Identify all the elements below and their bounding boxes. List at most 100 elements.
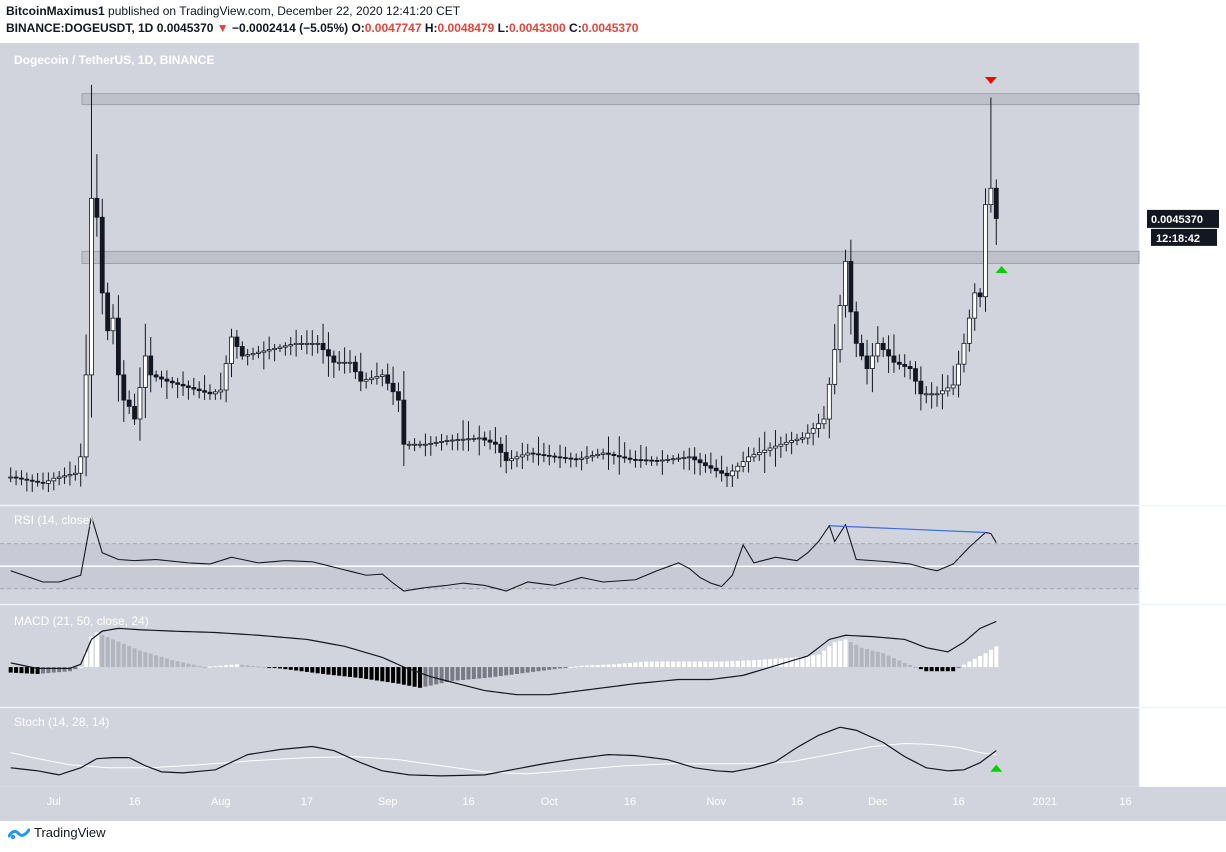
rsi-line [10, 516, 997, 592]
candle-body [896, 361, 902, 365]
macd-histogram-bar [531, 667, 536, 672]
candle-body [342, 361, 348, 364]
candle-body [993, 187, 999, 219]
rsi-tick-label: 50.00 [1147, 561, 1175, 573]
candle-body [649, 459, 654, 462]
candle-body [401, 399, 407, 445]
candle-body [51, 477, 57, 482]
candle-body [536, 453, 541, 456]
candle-body [110, 317, 116, 332]
macd-histogram-bar [595, 664, 600, 668]
macd-histogram-bar [337, 667, 342, 676]
macd-histogram-bar [229, 664, 234, 668]
candle-body [584, 456, 590, 459]
low-value: 0.0043300 [508, 21, 566, 35]
macd-histogram-bar [848, 642, 853, 668]
time-tick-label: Sep [378, 796, 398, 808]
macd-histogram-bar [735, 660, 740, 668]
candle-body [966, 317, 972, 344]
macd-histogram-bar [757, 659, 762, 668]
candle-body [918, 380, 924, 395]
macd-histogram-bar [913, 667, 918, 669]
macd-histogram-bar [978, 656, 983, 668]
macd-histogram-bar [283, 667, 288, 670]
macd-tick-label: 0.0002000 [1147, 634, 1199, 646]
candle-body [676, 457, 681, 460]
macd-histogram-bar [315, 667, 320, 674]
candle-body [659, 459, 665, 462]
resistance-zone [81, 93, 1140, 106]
candle-body [390, 382, 396, 393]
macd-histogram-bar [84, 651, 89, 668]
macd-histogram-bar [261, 666, 266, 668]
macd-histogram-bar [821, 650, 826, 668]
author-name[interactable]: BitcoinMaximus1 [6, 4, 105, 18]
macd-histogram-bar [660, 661, 665, 668]
candle-body [525, 452, 531, 456]
candle-body [692, 456, 698, 461]
macd-histogram-bar [945, 667, 950, 672]
macd-histogram-bar [719, 661, 724, 668]
macd-histogram-bar [671, 661, 676, 668]
price-change: −0.0002414 (−5.05%) [232, 21, 349, 35]
candle-body [315, 342, 321, 345]
candle-body [902, 363, 908, 367]
plot-background [0, 43, 1139, 787]
candle-body [934, 393, 940, 396]
candle-body [563, 457, 568, 459]
macd-histogram-bar [62, 667, 67, 672]
macd-label: MACD (21, 50, close, 24) [14, 614, 149, 628]
macd-histogram-bar [321, 667, 326, 674]
candle-body [8, 476, 14, 479]
countdown-text: 12:18:42 [1156, 233, 1200, 245]
candle-body [148, 355, 154, 376]
candle-body [762, 449, 768, 453]
candle-body [207, 391, 213, 395]
candle-body [956, 363, 961, 386]
macd-histogram-bar [741, 660, 746, 668]
macd-histogram-bar [288, 667, 293, 670]
close-label: C: [569, 21, 582, 35]
tradingview-brand[interactable]: TradingView [8, 825, 106, 840]
candle-body [266, 349, 272, 352]
macd-histogram-bar [552, 667, 557, 670]
candle-body [767, 447, 773, 451]
candle-body [654, 459, 660, 462]
candle-body [519, 454, 525, 458]
rsi-tick-label: 100.00 [1147, 505, 1181, 517]
candle-body [326, 349, 331, 357]
candle-body [40, 481, 46, 484]
candle-body [546, 454, 552, 457]
candle-body [541, 454, 547, 456]
macd-histogram-bar [638, 661, 643, 668]
candle-body [72, 472, 78, 475]
macd-histogram-bar [525, 667, 530, 673]
candle-body [277, 346, 283, 349]
macd-histogram-bar [875, 651, 880, 668]
macd-histogram-bar [181, 662, 186, 668]
macd-histogram-bar [256, 666, 261, 668]
macd-histogram-bar [299, 667, 304, 672]
macd-histogram-bar [100, 634, 105, 668]
price-chart[interactable]: Dogecoin / TetherUS, 1D, BINANCE USDT 0.00… [0, 43, 1226, 821]
macd-histogram-bar [617, 663, 622, 668]
candle-body [417, 443, 423, 446]
time-tick-label: 17 [301, 796, 313, 808]
candle-body [406, 443, 412, 446]
macd-histogram-bar [940, 667, 945, 672]
currency-label: USDT [1163, 55, 1193, 67]
rsi-divergence-line [829, 525, 986, 534]
candle-body [972, 292, 978, 319]
candle-body [961, 342, 967, 365]
macd-histogram-bar [277, 667, 282, 669]
candle-body [794, 438, 800, 441]
price-tick-label: 0.0055000 [1147, 92, 1199, 104]
candle-body [45, 480, 51, 484]
price-tick-label: 0.0030000 [1147, 408, 1199, 420]
candle-body [13, 476, 19, 479]
candle-body [422, 443, 428, 446]
macd-histogram-bar [461, 667, 466, 680]
macd-histogram-bar [407, 667, 412, 686]
macd-histogram-bar [504, 667, 509, 676]
macd-histogram-bar [73, 667, 78, 670]
